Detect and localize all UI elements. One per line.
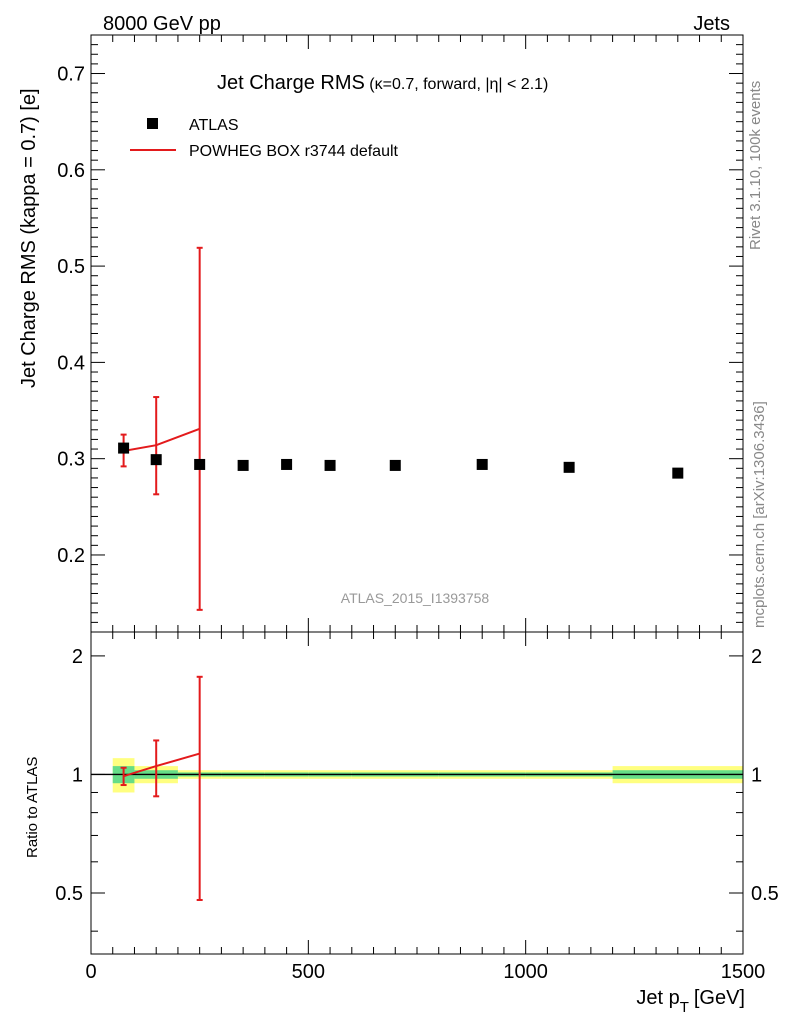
ratio-y-axis-label: Ratio to ATLAS bbox=[24, 757, 41, 858]
x-tick-label: 1000 bbox=[503, 961, 548, 983]
chart-title-sub: (κ=0.7, forward, |η| < 2.1) bbox=[369, 76, 548, 93]
atlas-data-point bbox=[281, 458, 293, 470]
x-axis-label-sub: T bbox=[680, 999, 689, 1016]
ratio-panel-frame bbox=[90, 631, 744, 955]
atlas-data-point bbox=[237, 459, 249, 471]
ratio-uncertainty-band bbox=[112, 758, 743, 793]
x-tick-label: 500 bbox=[292, 961, 325, 983]
main-y-tick-label: 0.7 bbox=[57, 64, 85, 86]
ratio-y-tick-label-right: 1 bbox=[751, 764, 762, 786]
atlas-data-point bbox=[476, 458, 488, 470]
powheg-main-line bbox=[123, 427, 201, 452]
powheg-series-ratio bbox=[120, 675, 203, 901]
x-axis-label-unit: [GeV] bbox=[694, 987, 745, 1009]
chart-title: Jet Charge RMS (κ=0.7, forward, |η| < 2.… bbox=[217, 72, 548, 94]
atlas-data-point bbox=[324, 459, 336, 471]
ratio-y-tick-labels: 0.5 0.5 1 1 2 2 bbox=[55, 646, 779, 905]
x-tick-label: 1500 bbox=[721, 961, 766, 983]
analysis-watermark: ATLAS_2015_I1393758 bbox=[341, 590, 490, 606]
legend-marker-atlas bbox=[147, 118, 158, 129]
main-y-tick-label: 0.4 bbox=[57, 352, 85, 374]
main-y-tick-label: 0.5 bbox=[57, 256, 85, 278]
ratio-y-tick-label-right: 2 bbox=[751, 646, 762, 668]
main-panel: 0.2 0.3 0.4 0.5 0.6 0.7 Jet Charge RMS (kappa… bbox=[18, 34, 744, 633]
main-y-tick-label: 0.6 bbox=[57, 160, 85, 182]
ratio-panel: 0.5 0.5 1 1 2 2 0 500 1000 1500 Ratio to ATLAS J… bbox=[24, 631, 779, 1016]
header-left: 8000 GeV pp bbox=[103, 13, 221, 35]
main-axis-ticks bbox=[90, 35, 744, 632]
main-y-tick-label: 0.2 bbox=[57, 545, 85, 567]
main-y-tick-labels: 0.2 0.3 0.4 0.5 0.6 0.7 bbox=[57, 64, 85, 567]
ratio-y-tick-label-right: 0.5 bbox=[751, 883, 779, 905]
main-y-tick-label: 0.3 bbox=[57, 449, 85, 471]
main-y-axis-label: Jet Charge RMS (kappa = 0.7) [e] bbox=[18, 88, 40, 388]
atlas-data-point bbox=[194, 458, 206, 470]
x-axis-label-main: Jet p bbox=[636, 987, 679, 1009]
ratio-y-tick-label: 0.5 bbox=[55, 883, 83, 905]
ratio-y-tick-label: 2 bbox=[72, 646, 83, 668]
header-right: Jets bbox=[693, 13, 730, 35]
atlas-data-point bbox=[389, 459, 401, 471]
x-axis-label: Jet pT [GeV] bbox=[636, 987, 745, 1016]
atlas-series-main bbox=[118, 442, 684, 479]
legend: ATLAS POWHEG BOX r3744 default bbox=[130, 117, 399, 160]
powheg-series-main bbox=[120, 246, 203, 611]
atlas-data-point bbox=[150, 454, 162, 466]
x-tick-labels: 0 500 1000 1500 bbox=[85, 961, 765, 983]
rivet-version-label: Rivet 3.1.10, 100k events bbox=[747, 81, 764, 250]
atlas-data-point bbox=[563, 461, 575, 473]
ratio-y-tick-label: 1 bbox=[72, 764, 83, 786]
ratio-axis-ticks bbox=[90, 632, 744, 954]
x-tick-label: 0 bbox=[85, 961, 96, 983]
atlas-data-point bbox=[672, 467, 684, 479]
chart-title-main: Jet Charge RMS bbox=[217, 72, 365, 94]
legend-label-powheg: POWHEG BOX r3744 default bbox=[189, 143, 399, 160]
atlas-data-point bbox=[118, 442, 130, 454]
legend-label-atlas: ATLAS bbox=[189, 117, 239, 134]
source-label: mcplots.cern.ch [arXiv:1306.3436] bbox=[751, 401, 768, 628]
